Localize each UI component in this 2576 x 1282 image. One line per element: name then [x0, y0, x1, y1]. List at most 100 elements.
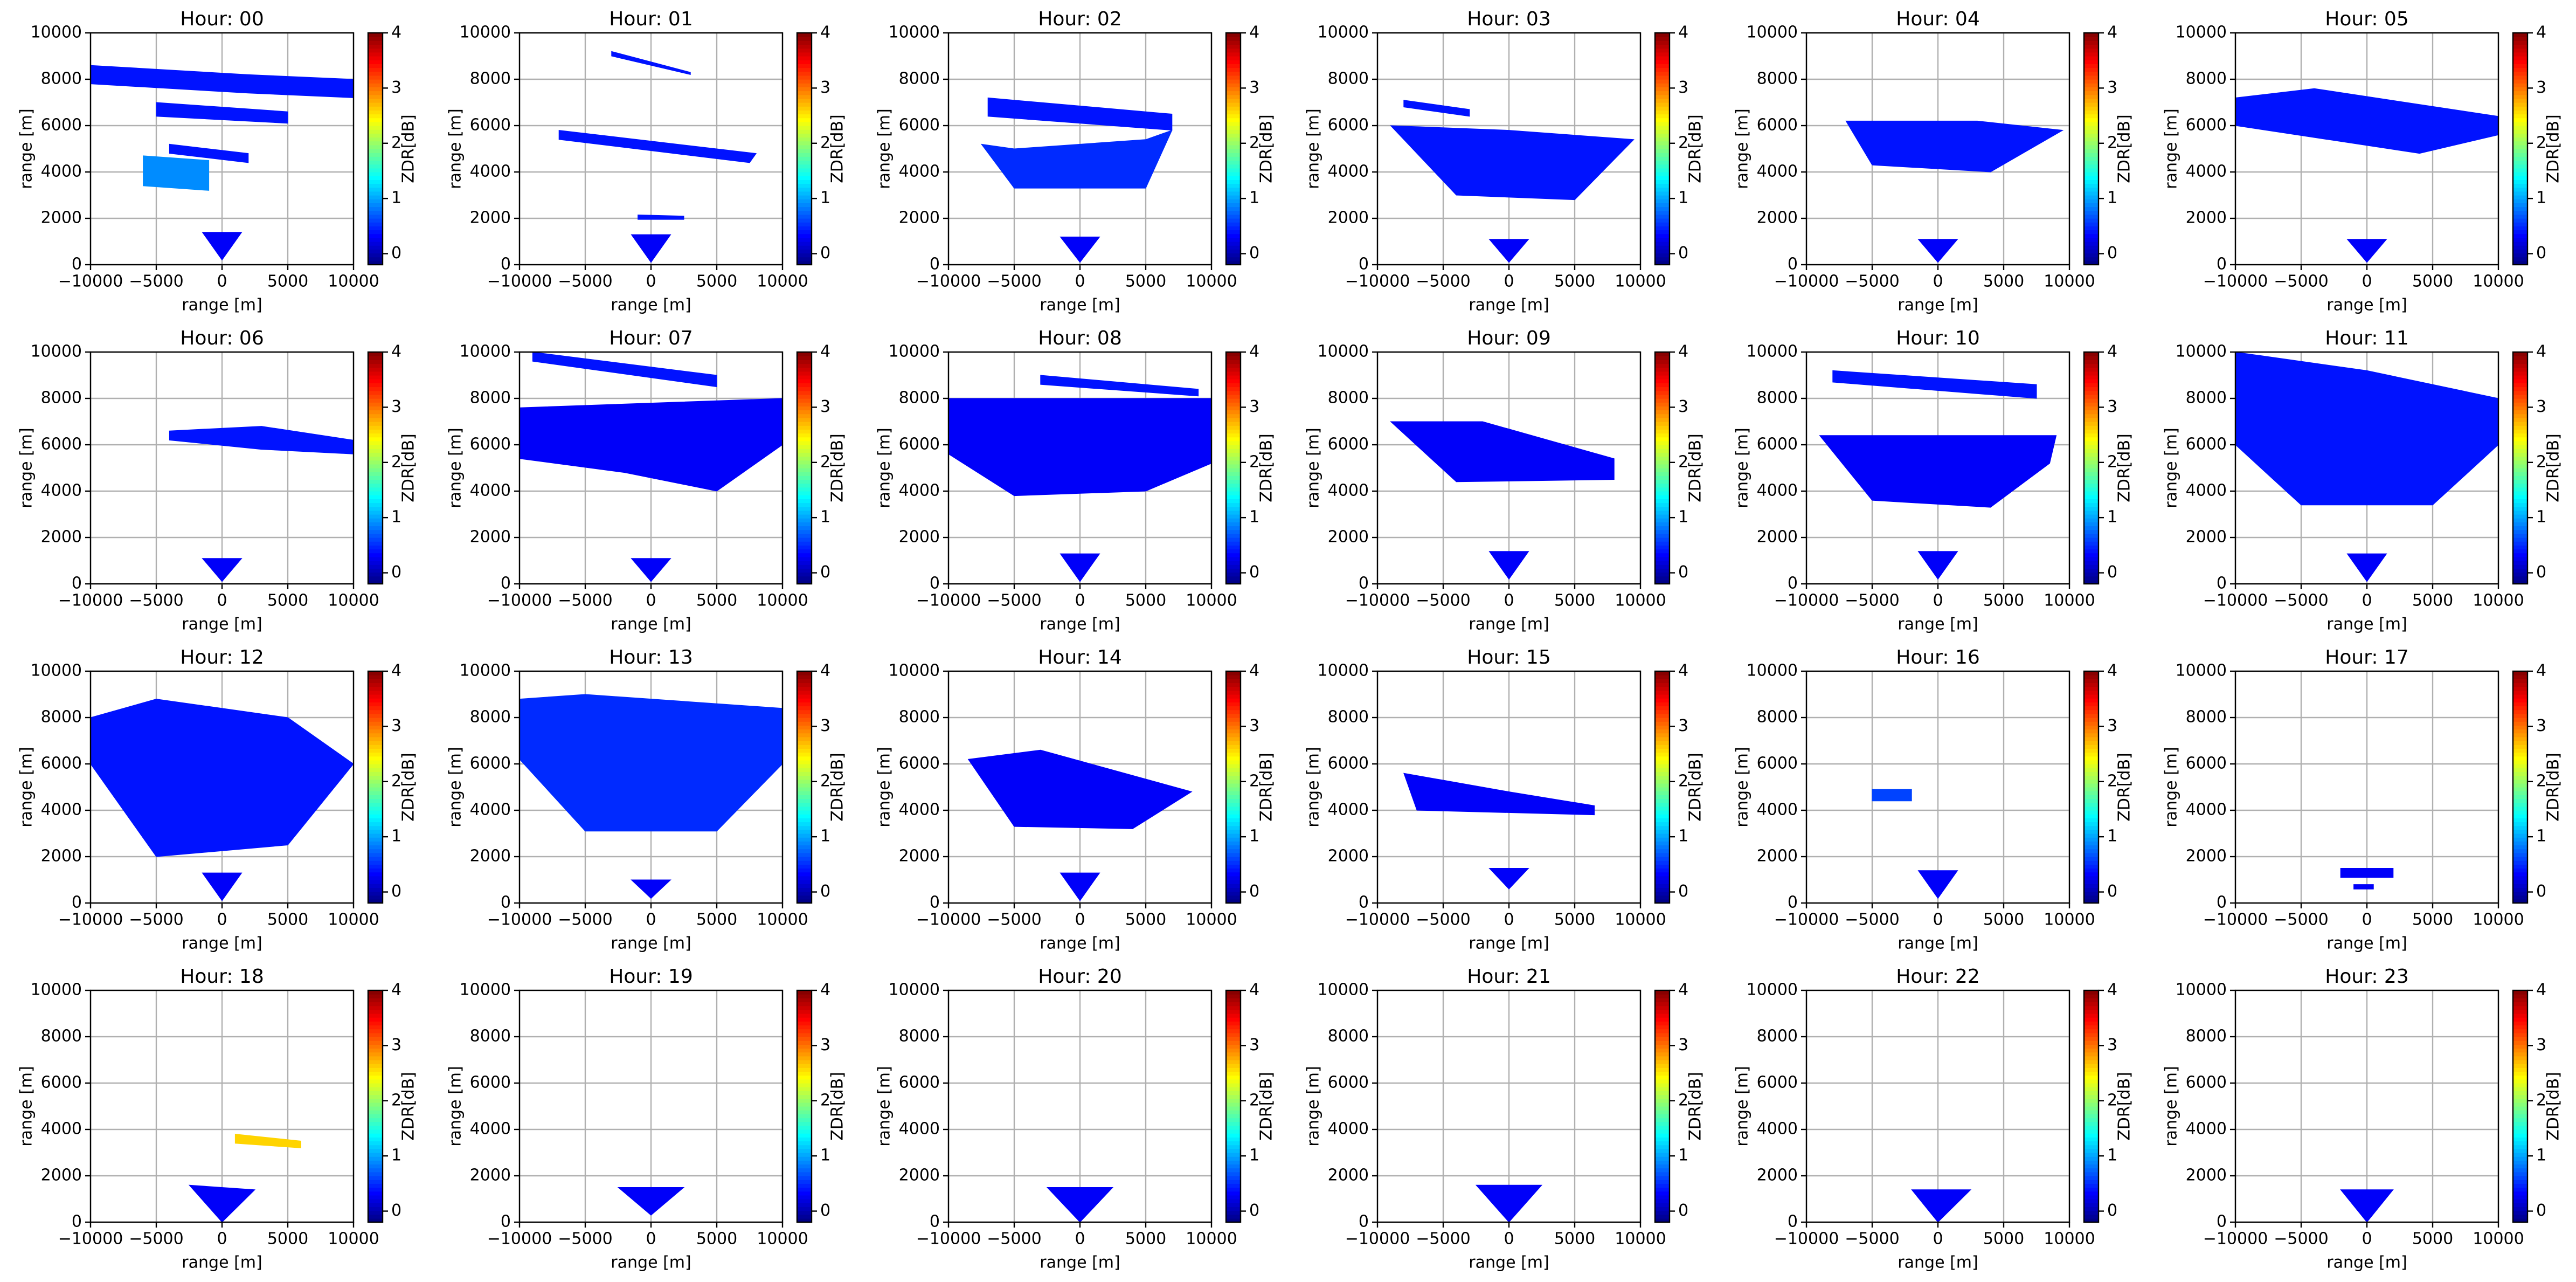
colorbar-swatch [368, 475, 383, 480]
colorbar-swatch [368, 1118, 383, 1122]
colorbar-swatch [368, 390, 383, 395]
x-tick-label: 5000 [1554, 1230, 1595, 1249]
colorbar-swatch [797, 410, 812, 415]
x-tick-label: 0 [646, 911, 656, 929]
colorbar-swatch [2084, 230, 2099, 235]
colorbar-swatch [2513, 176, 2527, 180]
y-tick-label: 10000 [31, 23, 82, 42]
colorbar-swatch [368, 1021, 383, 1026]
colorbar-swatch [368, 506, 383, 511]
colorbar-swatch [1226, 998, 1241, 1003]
colorbar-swatch [2084, 868, 2099, 873]
colorbar-frame [2083, 32, 2100, 266]
y-tick-label: 0 [2217, 893, 2227, 912]
colorbar-swatch [1655, 779, 1670, 784]
colorbar-swatch [2084, 242, 2099, 246]
colorbar-swatch [2513, 1079, 2527, 1084]
colorbar-label: ZDR[dB] [1686, 433, 1705, 502]
colorbar-swatch [2084, 553, 2099, 557]
axes-frame [89, 989, 355, 1223]
y-tick-label: 10000 [31, 661, 82, 680]
colorbar-swatch [797, 713, 812, 718]
echo-region [1403, 100, 1470, 117]
colorbar-tick-label: 0 [1678, 882, 1688, 901]
colorbar-swatch [1655, 1094, 1670, 1099]
colorbar-swatch [368, 1094, 383, 1099]
colorbar-swatch [368, 218, 383, 223]
colorbar-swatch [368, 1037, 383, 1041]
colorbar-swatch [797, 1002, 812, 1007]
colorbar-tick-label: 4 [2536, 23, 2546, 42]
colorbar-swatch [1226, 1199, 1241, 1203]
colorbar-swatch [1655, 52, 1670, 57]
colorbar-swatch [2513, 168, 2527, 173]
colorbar-swatch [368, 1071, 383, 1076]
colorbar-label: ZDR[dB] [1257, 433, 1276, 502]
colorbar-swatch [1655, 1052, 1670, 1057]
colorbar-swatch [2513, 841, 2527, 846]
colorbar-swatch [1655, 464, 1670, 468]
y-tick-label: 0 [1359, 893, 1369, 912]
colorbar-swatch [368, 203, 383, 208]
colorbar-swatch [1655, 849, 1670, 853]
colorbar-swatch [1655, 218, 1670, 223]
colorbar-swatch [2513, 1064, 2527, 1068]
colorbar-swatch [2513, 183, 2527, 188]
colorbar-swatch [2084, 518, 2099, 522]
colorbar-swatch [2084, 506, 2099, 511]
subplot-title: Hour: 21 [1467, 966, 1550, 988]
x-tick-label: 10000 [2044, 1230, 2095, 1249]
y-tick-label: 0 [72, 1212, 82, 1231]
y-tick-label: 2000 [1757, 209, 1798, 228]
colorbar-swatch [368, 1145, 383, 1149]
colorbar-tick-label: 0 [2536, 882, 2546, 901]
colorbar-swatch [1226, 725, 1241, 730]
colorbar-swatch [797, 860, 812, 865]
colorbar-swatch [797, 564, 812, 569]
colorbar-swatch [2513, 798, 2527, 803]
colorbar-swatch [2084, 1156, 2099, 1161]
colorbar-swatch [1226, 375, 1241, 380]
colorbar-swatch [1655, 580, 1670, 584]
x-tick-label: 0 [1075, 591, 1085, 610]
colorbar-swatch [2513, 52, 2527, 57]
colorbar-swatch [797, 814, 812, 818]
y-axis-label: range [m] [1733, 747, 1752, 827]
colorbar-swatch [1655, 164, 1670, 169]
colorbar-swatch [1226, 153, 1241, 157]
colorbar-swatch [368, 118, 383, 122]
colorbar-swatch [368, 1029, 383, 1033]
colorbar-swatch [1226, 417, 1241, 422]
colorbar-swatch [1655, 791, 1670, 795]
colorbar-swatch [797, 52, 812, 57]
colorbar-swatch [2084, 745, 2099, 749]
y-tick-label: 4000 [899, 1120, 940, 1139]
colorbar-swatch [1655, 214, 1670, 219]
colorbar-swatch [797, 1037, 812, 1041]
colorbar-swatch [1226, 1060, 1241, 1064]
colorbar-swatch [368, 226, 383, 231]
colorbar-swatch [1655, 1067, 1670, 1072]
colorbar-swatch [1655, 502, 1670, 507]
colorbar-swatch [2084, 121, 2099, 126]
colorbar-swatch [1655, 729, 1670, 734]
colorbar-tick-label: 3 [391, 78, 401, 97]
y-tick-label: 6000 [41, 435, 82, 454]
colorbar-swatch [368, 44, 383, 49]
colorbar-frame [367, 32, 384, 266]
x-tick-label: −5000 [558, 911, 612, 929]
x-tick-label: 5000 [1983, 591, 2024, 610]
colorbar-swatch [368, 576, 383, 581]
colorbar-swatch [1655, 1141, 1670, 1146]
colorbar-swatch [2084, 456, 2099, 461]
colorbar-swatch [368, 257, 383, 261]
colorbar-swatch [2513, 425, 2527, 430]
colorbar-swatch [2513, 499, 2527, 504]
colorbar-swatch [1226, 694, 1241, 699]
colorbar-swatch [1226, 518, 1241, 522]
colorbar-swatch [1655, 675, 1670, 679]
colorbar-swatch [1655, 1214, 1670, 1219]
colorbar-swatch [2084, 537, 2099, 542]
colorbar-swatch [368, 686, 383, 691]
colorbar-swatch [1226, 141, 1241, 146]
